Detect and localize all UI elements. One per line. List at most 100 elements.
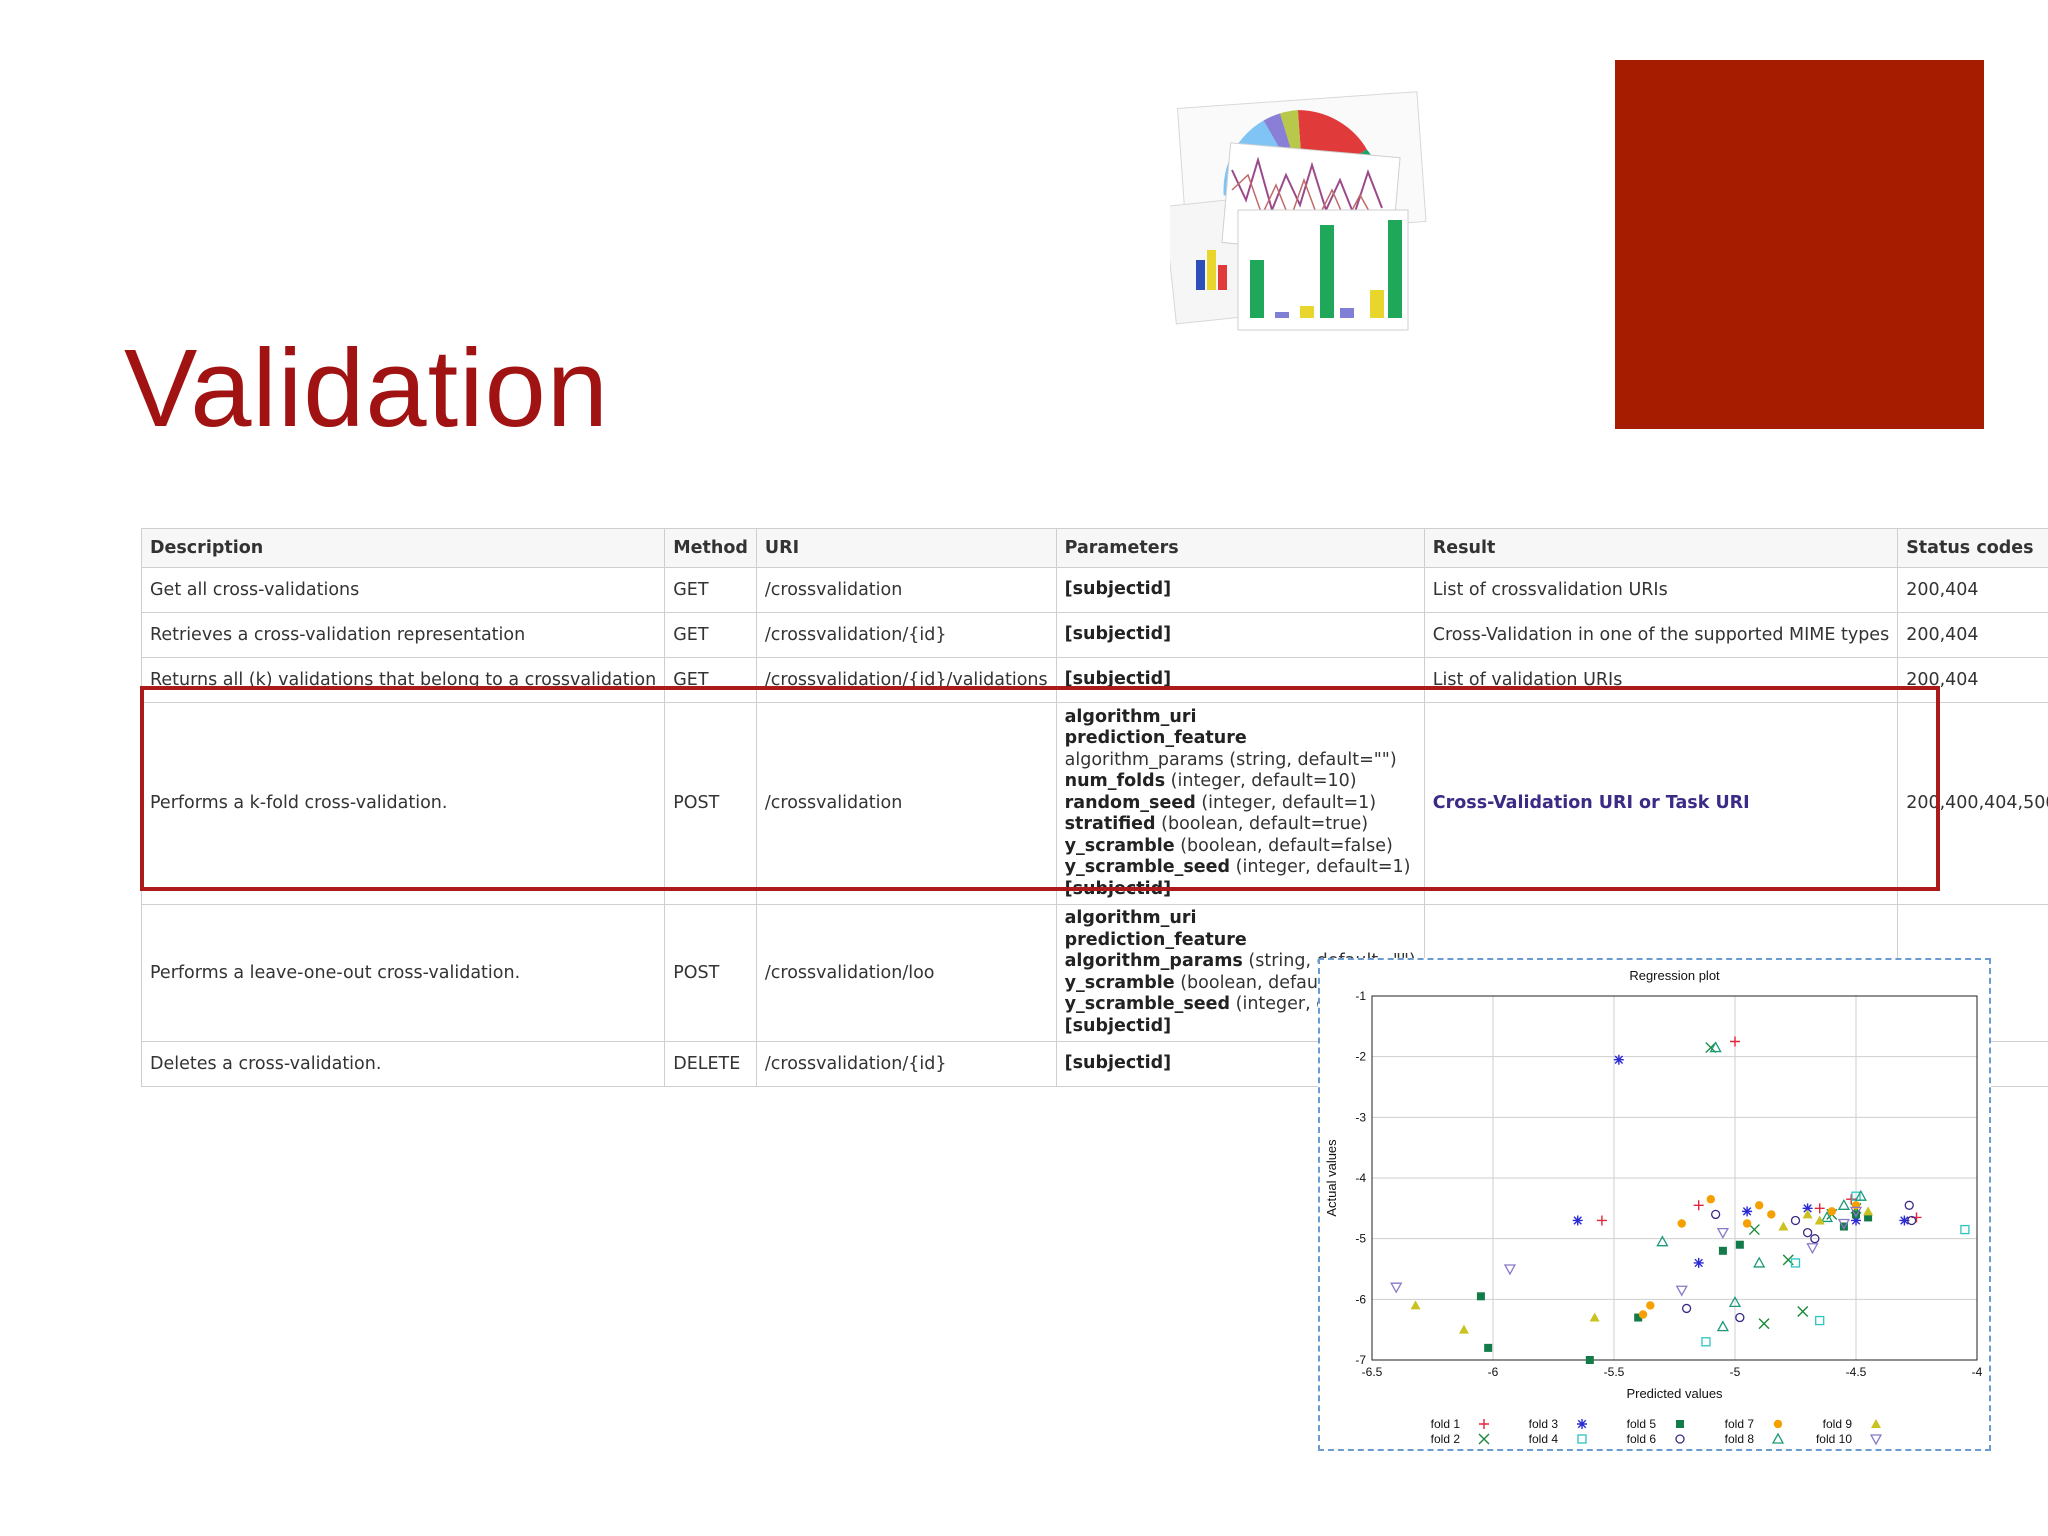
cell-method: GET [664,612,757,658]
cell-result: List of validation URIs [1423,657,1899,703]
parameter-description: (integer, default=1) [1195,792,1377,813]
header-parameters: Parameters [1055,528,1425,568]
legend-marker [1478,1433,1490,1445]
parameter-description: algorithm_params (string, default="") [1064,749,1397,770]
data-point [1863,1206,1874,1216]
data-point [1802,1227,1813,1238]
parameter-line: prediction_feature [1065,728,1416,750]
y-tick-label: -1 [1355,989,1366,1003]
legend-label: fold 7 [1725,1417,1755,1431]
legend-label: fold 3 [1529,1417,1559,1431]
cell-method: GET [664,657,757,703]
data-point [1864,1213,1873,1222]
data-point [1656,1235,1669,1247]
x-tick-label: -5.5 [1604,1365,1625,1379]
parameter-line: random_seed (integer, default=1) [1065,793,1416,815]
data-point [1706,1195,1715,1204]
parameter-line: stratified (boolean, default=true) [1065,814,1416,836]
parameter-line: algorithm_params (string, default="") [1065,750,1416,772]
parameter-line: [subjectid] [1065,669,1416,691]
y-tick-label: -4 [1355,1171,1366,1185]
data-point [1837,1198,1851,1210]
parameter-name: num_folds [1064,771,1166,791]
legend-label: fold 5 [1627,1417,1657,1431]
legend-label: fold 4 [1529,1432,1559,1446]
data-point [1585,1356,1594,1364]
data-point [1730,1036,1740,1047]
data-point [1911,1212,1922,1223]
data-point [1802,1203,1813,1214]
data-point [1681,1303,1692,1314]
legend-label: fold 2 [1431,1432,1461,1446]
accent-block [1615,60,1984,429]
data-point [1728,1296,1742,1308]
y-tick-label: -3 [1355,1110,1366,1124]
y-tick-label: -6 [1355,1292,1366,1306]
parameter-line: algorithm_uri [1065,707,1416,729]
cell-uri: /crossvalidation/{id} [755,1040,1057,1087]
parameter-line: y_scramble (boolean, default=false) [1065,836,1416,858]
data-point [1851,1215,1861,1226]
table-row: Get all cross-validations GET/crossvalida… [140,567,2048,613]
data-point [1716,1320,1730,1332]
legend-marker [1871,1419,1881,1428]
cell-description: Returns all (k) validations that belong … [140,657,666,703]
data-point [1476,1292,1485,1301]
data-point [1693,1200,1704,1211]
data-point [1851,1201,1861,1210]
parameter-name: algorithm_params [1064,951,1243,971]
parameter-name: [subjectid] [1064,878,1172,899]
data-point [1814,1215,1825,1225]
cell-description: Performs a k-fold cross-validation. [140,702,666,905]
header-result: Result [1423,528,1899,568]
cell-parameters: [subjectid] [1055,567,1425,613]
cell-description: Get all cross-validations [140,567,666,613]
cell-uri: /crossvalidation/{id} [755,612,1057,658]
x-tick-label: -4 [1972,1365,1983,1379]
parameter-name: prediction_feature [1064,929,1247,950]
cell-parameters: [subjectid] [1055,612,1425,658]
data-point [1907,1215,1917,1226]
cell-result: Cross-Validation in one of the supported… [1423,612,1899,658]
legend-marker [1479,1419,1489,1429]
legend-marker [1675,1434,1685,1444]
cell-description: Deletes a cross-validation. [140,1040,666,1087]
data-point [1852,1210,1860,1219]
legend-marker [1869,1434,1883,1446]
data-point [1596,1215,1607,1226]
parameter-description: (integer, default=1) [1230,857,1411,877]
data-point [1458,1324,1469,1334]
data-point [1613,1054,1624,1065]
data-point [1810,1234,1820,1244]
data-point [1701,1337,1711,1347]
data-point [1677,1219,1686,1228]
data-point [1503,1264,1517,1276]
legend-marker [1773,1419,1783,1429]
data-point [1390,1282,1403,1294]
header-method: Method [664,528,757,568]
parameter-name: y_scramble_seed [1064,857,1231,877]
data-point [1790,1215,1801,1226]
legend-label: fold 8 [1725,1432,1755,1446]
cell-result: List of crossvalidation URIs [1423,567,1899,613]
legend-label: fold 10 [1816,1432,1852,1446]
header-status-codes: Status codes [1897,528,2048,568]
data-point [1646,1301,1655,1310]
data-point [1790,1258,1801,1268]
charts-clipart-icon [1163,80,1440,340]
data-point [1735,1312,1745,1323]
cell-uri: /crossvalidation [755,702,1057,905]
cell-method: POST [664,702,757,905]
table-header-row: Description Method URI Parameters Result… [140,528,2048,568]
x-tick-label: -4.5 [1846,1365,1867,1379]
parameter-name: y_scramble [1064,972,1175,993]
parameter-line: [subjectid] [1065,879,1416,901]
legend-marker [1577,1434,1587,1444]
legend-label: fold 1 [1431,1417,1461,1431]
plot-title: Regression plot [1629,968,1720,983]
cell-method: POST [664,903,757,1042]
data-point [1837,1218,1851,1230]
legend-marker [1676,1420,1684,1428]
data-point [1572,1215,1583,1226]
y-tick-label: -2 [1355,1050,1366,1064]
